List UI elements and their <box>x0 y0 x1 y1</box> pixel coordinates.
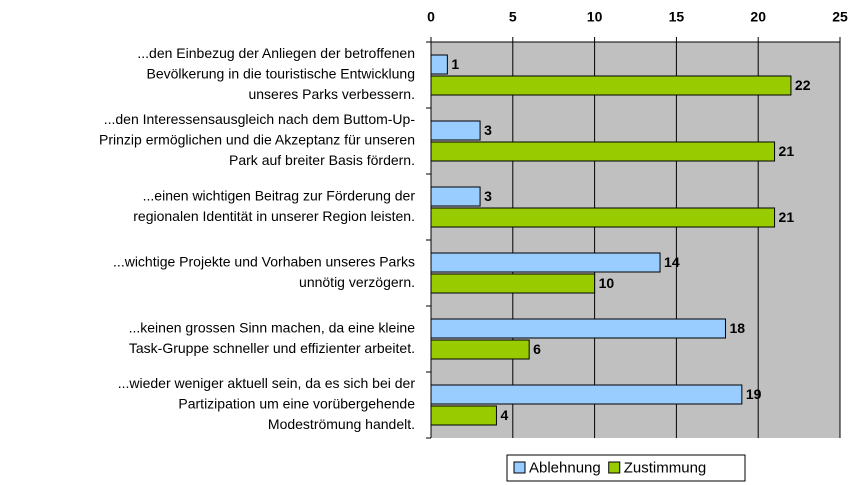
value-label: 3 <box>484 122 492 138</box>
y-tick-label: ...wieder weniger aktuell sein, da es si… <box>118 375 416 391</box>
bar <box>430 405 497 426</box>
y-tick-label: Modeströmung handelt. <box>268 416 415 432</box>
y-tick-label: Prinzip ermöglichen und die Akzeptanz fü… <box>99 132 415 148</box>
x-tick-label: 5 <box>509 9 517 25</box>
y-tick-label: regionalen Identität in unserer Region l… <box>133 208 415 224</box>
bar <box>430 252 661 273</box>
x-tick-label: 20 <box>750 9 766 25</box>
y-tick-label: unnötig verzögern. <box>299 274 415 290</box>
y-tick-label: Partizipation um eine vorübergehende <box>178 396 415 412</box>
x-tick-label: 25 <box>832 9 848 25</box>
y-tick-label: ...wichtige Projekte und Vorhaben unsere… <box>113 253 415 269</box>
value-label: 6 <box>533 341 541 357</box>
value-label: 10 <box>599 275 615 291</box>
x-tick-label: 10 <box>587 9 603 25</box>
y-tick-label: Park auf breiter Basis fördern. <box>229 152 415 168</box>
bar <box>430 120 481 141</box>
y-tick-label: Bevölkerung in die touristische Entwickl… <box>147 66 415 82</box>
bar <box>430 339 530 360</box>
y-tick-label: ...keinen grossen Sinn machen, da eine k… <box>129 319 416 335</box>
y-tick-label: ...den Einbezug der Anliegen der betroff… <box>137 45 415 61</box>
y-tick-label: ...den Interessensausgleich nach dem But… <box>104 111 416 127</box>
bar <box>430 384 743 405</box>
bar <box>430 141 776 162</box>
legend-swatch <box>608 461 621 474</box>
x-tick-label: 15 <box>669 9 685 25</box>
bar <box>430 75 792 96</box>
y-tick-label: ...einen wichtigen Beitrag zur Förderung… <box>143 187 416 203</box>
value-label: 1 <box>451 56 459 72</box>
bar <box>430 54 448 75</box>
value-label: 21 <box>779 209 795 225</box>
value-label: 22 <box>795 77 811 93</box>
y-tick-label: Task-Gruppe schneller und effizienter ar… <box>129 340 415 356</box>
bar <box>430 207 776 228</box>
plot-area <box>431 42 840 438</box>
x-tick-label: 0 <box>427 9 435 25</box>
bar <box>430 273 596 294</box>
value-label: 3 <box>484 188 492 204</box>
value-label: 4 <box>500 407 508 423</box>
bar <box>430 318 726 339</box>
y-tick-label: unseres Parks verbessern. <box>248 86 415 102</box>
bar <box>430 186 481 207</box>
legend-label: Zustimmung <box>624 459 707 476</box>
value-label: 14 <box>664 254 680 270</box>
legend-swatch <box>513 461 526 474</box>
legend-label: Ablehnung <box>529 459 601 476</box>
value-label: 18 <box>729 320 745 336</box>
legend <box>506 454 746 482</box>
value-label: 19 <box>746 386 762 402</box>
value-label: 21 <box>779 143 795 159</box>
